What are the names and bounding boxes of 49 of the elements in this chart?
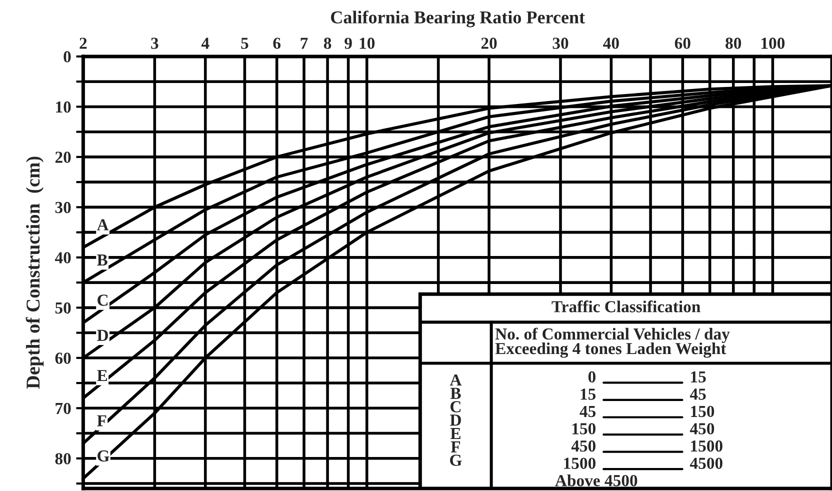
annotation: Traffic Classification [552, 300, 700, 312]
y-tick-label: 30 [55, 202, 71, 214]
x-tick-label: 9 [344, 38, 352, 49]
series-label: D [97, 330, 108, 341]
annotation: 450 [571, 440, 596, 452]
x-tick-label: 5 [241, 38, 248, 49]
series-label: F [97, 415, 106, 426]
x-tick-label: 2 [80, 38, 87, 49]
annotation: 0 [588, 371, 596, 383]
annotation: 15 [691, 371, 706, 383]
series-label: G [98, 450, 110, 462]
annotation: 1500 [564, 458, 596, 469]
x-tick-label: 20 [481, 38, 497, 49]
y-tick-label: 0 [64, 51, 71, 62]
x-tick-label: 10 [360, 38, 375, 49]
x-tick-label: 4 [201, 38, 210, 49]
series-label: A [96, 219, 109, 230]
annotation: 150 [691, 406, 714, 418]
x-tick-label: 8 [324, 38, 332, 49]
y-tick-label: 80 [55, 453, 71, 464]
y-axis-title: Depth of Construction (cm) [26, 156, 44, 389]
series-label: B [97, 254, 108, 266]
x-tick-label: 40 [603, 38, 619, 49]
y-tick-label: 60 [55, 352, 71, 364]
y-tick-label: 20 [55, 152, 71, 163]
series-label: E [97, 370, 108, 382]
x-tick-label: 60 [674, 38, 690, 49]
annotation: No. of Commercial Vehicles / day Exceeding 4 tones Laden Weight [495, 328, 730, 358]
annotation: Above 4500 [555, 474, 638, 486]
x-tick-label: 3 [151, 38, 158, 49]
annotation: 15 [580, 388, 596, 400]
x-tick-label: 30 [552, 38, 568, 49]
annotation: 45 [690, 388, 706, 400]
x-axis-title: California Bearing Ratio Percent [331, 10, 585, 28]
y-tick-label: 40 [54, 252, 71, 264]
x-tick-label: 7 [300, 38, 308, 49]
y-tick-label: 50 [55, 302, 71, 314]
x-tick-label: 100 [762, 38, 785, 49]
annotation: A B C D E F G [450, 374, 462, 466]
y-tick-label: 70 [56, 402, 71, 414]
annotation: 450 [690, 423, 714, 434]
annotation: 1500 [691, 440, 722, 452]
x-tick-label: 80 [726, 38, 742, 49]
annotation: 45 [580, 406, 596, 418]
y-tick-label: 10 [56, 101, 71, 113]
x-tick-label: 6 [273, 38, 281, 49]
annotation: 150 [572, 423, 596, 434]
series-label: C [98, 294, 108, 306]
annotation: 4500 [690, 458, 722, 469]
